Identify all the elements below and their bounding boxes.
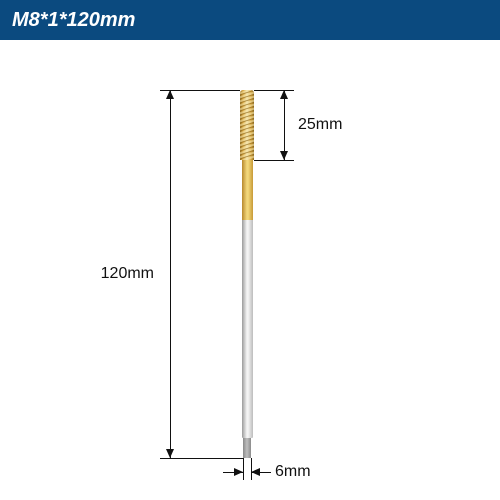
dim-thread-length: 25mm (298, 116, 342, 134)
diagram-area: 25mm 120mm 6mm (0, 40, 500, 500)
tap-threaded-section (240, 90, 254, 160)
dim-shank-diameter: 6mm (275, 463, 311, 481)
tap-plain-shaft (242, 220, 253, 438)
tap-square-end (243, 438, 251, 458)
spec-title: M8*1*120mm (12, 9, 135, 32)
spec-header: M8*1*120mm (0, 0, 500, 40)
dim-overall-length: 120mm (101, 265, 154, 283)
tap-coated-shaft (242, 160, 253, 220)
